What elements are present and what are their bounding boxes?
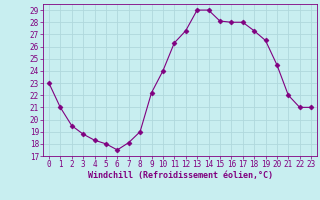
X-axis label: Windchill (Refroidissement éolien,°C): Windchill (Refroidissement éolien,°C) bbox=[87, 171, 273, 180]
